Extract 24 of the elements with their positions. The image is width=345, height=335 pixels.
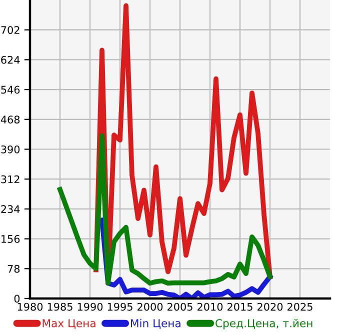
x-tick-label: 2020 bbox=[258, 302, 283, 311]
legend-label: Сред.Цена, т.йен bbox=[216, 318, 312, 330]
y-tick-label: 234 bbox=[1, 205, 20, 214]
x-tick-label: 1995 bbox=[108, 302, 132, 311]
x-tick-label: 1990 bbox=[78, 302, 103, 311]
legend-label: Max Цена bbox=[42, 319, 96, 329]
y-tick-label: 702 bbox=[1, 26, 20, 34]
x-tick-label: 1980 bbox=[18, 302, 43, 311]
x-tick-label: 2025 bbox=[288, 302, 312, 311]
y-tick-label: 0 bbox=[14, 294, 20, 303]
y-tick-label: 78 bbox=[8, 264, 20, 273]
y-tick-label: 312 bbox=[1, 175, 20, 184]
x-tick-label: 2015 bbox=[228, 302, 252, 311]
x-tick-label: 2005 bbox=[168, 302, 192, 311]
x-tick-label: 1985 bbox=[48, 302, 72, 311]
y-tick-label: 624 bbox=[1, 56, 20, 64]
x-tick-label: 2000 bbox=[138, 302, 163, 311]
x-tick-label: 2010 bbox=[198, 302, 223, 311]
y-tick-label: 468 bbox=[0, 116, 20, 124]
legend-label: Min Цена bbox=[130, 318, 180, 329]
line-series bbox=[58, 133, 272, 286]
y-tick-label: 546 bbox=[1, 86, 20, 94]
y-tick-label: 156 bbox=[2, 235, 20, 243]
y-tick-label: 390 bbox=[1, 145, 20, 154]
